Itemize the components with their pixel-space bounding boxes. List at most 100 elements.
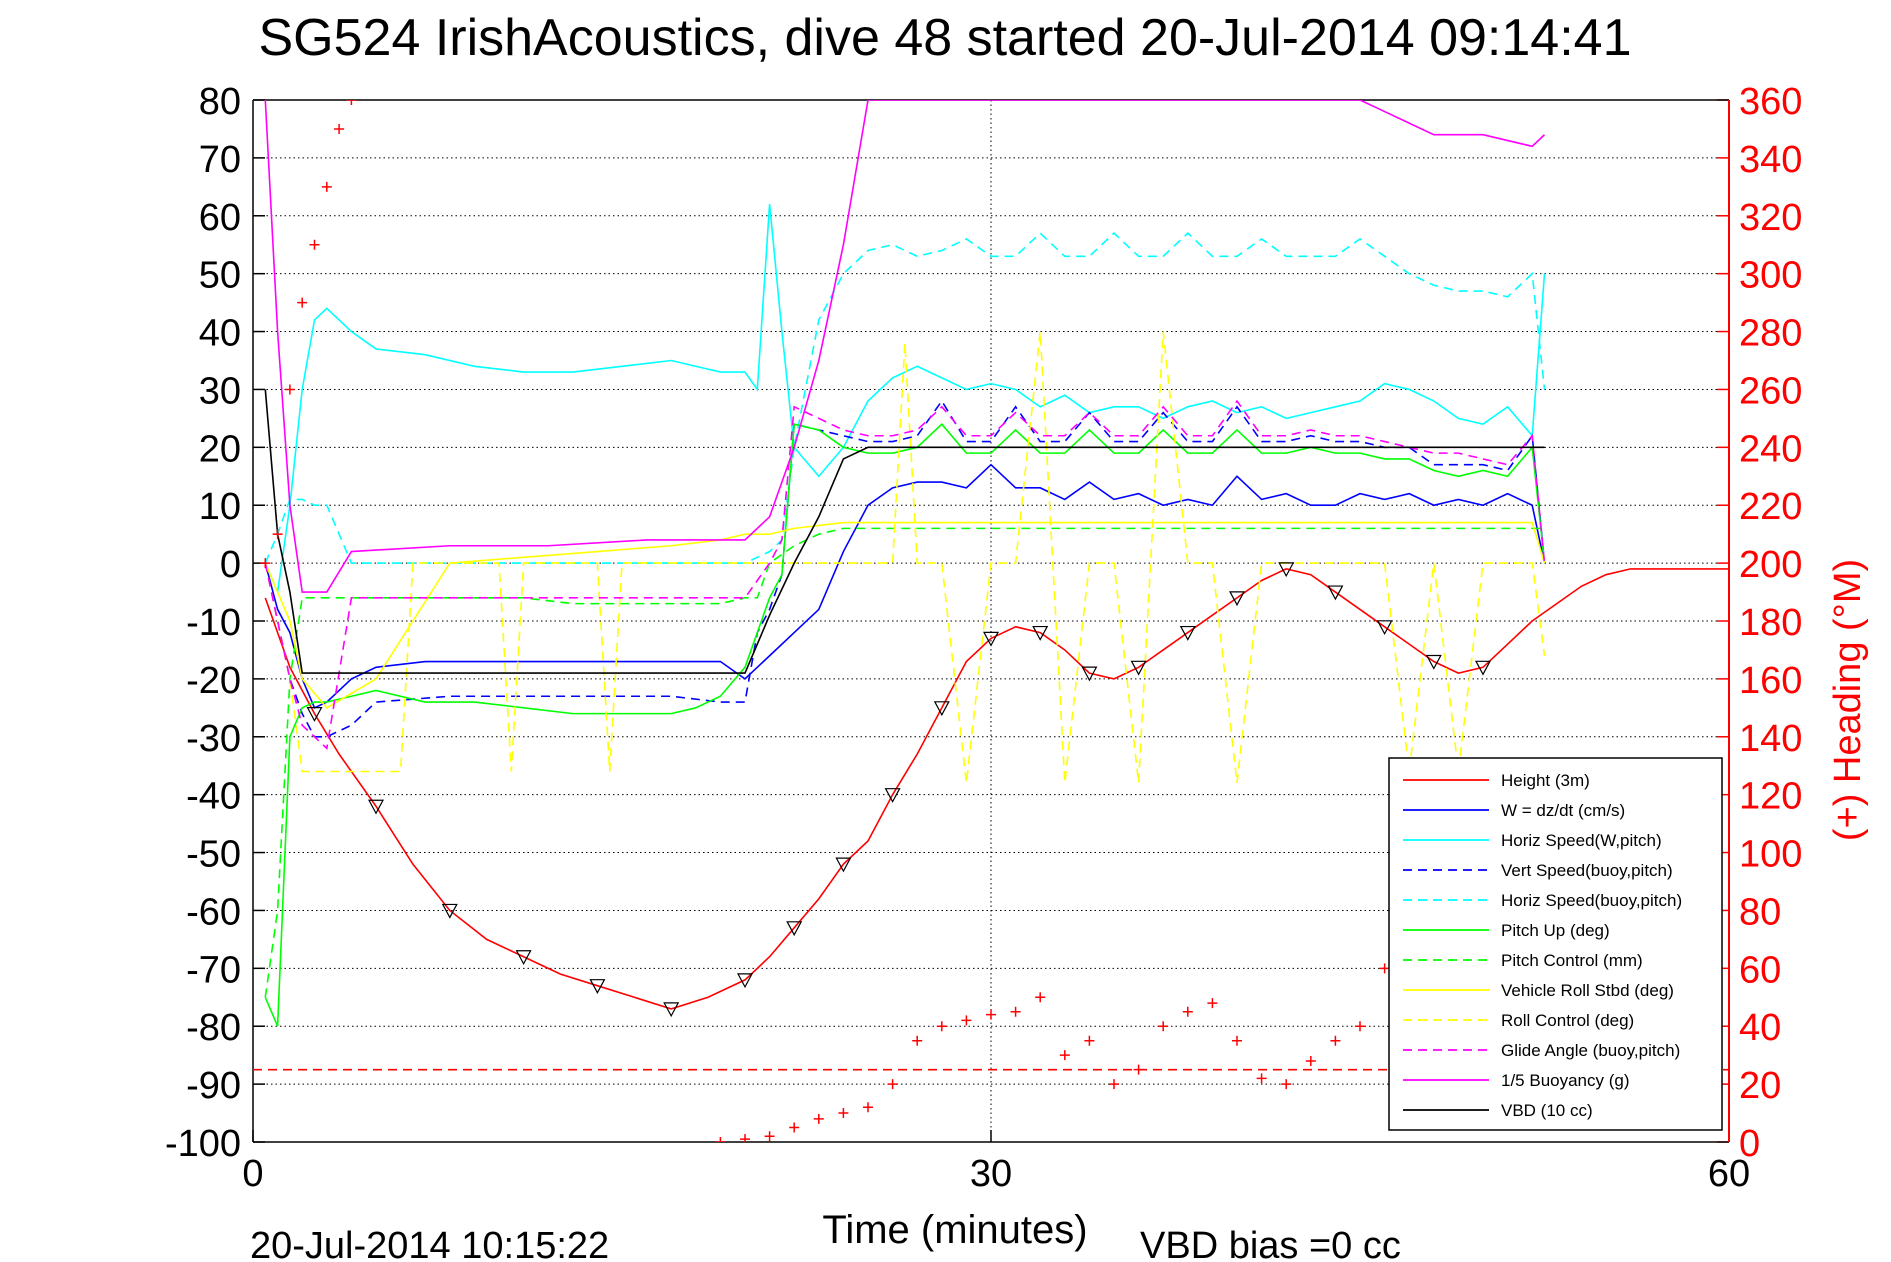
heading-point (715, 1137, 726, 1142)
legend-label: W = dz/dt (cm/s) (1501, 801, 1625, 820)
height-marker (1278, 562, 1295, 578)
footer-vbd-bias: VBD bias =0 cc (1140, 1225, 1401, 1262)
legend-label: Height (3m) (1501, 771, 1590, 790)
series-vehicle-roll-stbd-deg (264, 521, 1546, 709)
series-glide-angle-buoy-pitch (264, 399, 1546, 750)
y-tick-label: 30 (199, 370, 241, 412)
height-marker (663, 1002, 680, 1018)
heading-point (1355, 1021, 1365, 1032)
series-w-dz-dt-cm-s (264, 463, 1546, 709)
heading-point (1256, 1073, 1267, 1084)
heading-point (260, 558, 271, 569)
y2-tick-label: 360 (1739, 81, 1802, 123)
height-marker (982, 631, 1000, 647)
y-tick-label: -90 (186, 1065, 241, 1107)
heading-point (887, 1079, 898, 1090)
height-marker (933, 701, 950, 717)
legend: Height (3m) W = dz/dt (cm/s) Horiz Speed(W… (1388, 757, 1723, 1131)
y2-tick-label: 240 (1739, 428, 1802, 470)
height-marker (589, 979, 606, 994)
height-marker (1327, 585, 1344, 601)
height-marker (306, 707, 323, 722)
series-pitch-up-deg (264, 423, 1546, 1027)
y-tick-label: -50 (186, 834, 241, 876)
heading-point (936, 1021, 947, 1032)
height-marker (786, 921, 803, 937)
series-vert-speed-buoy-pitch (264, 399, 1546, 738)
y-tick-label: -20 (186, 660, 241, 702)
legend-label: Horiz Speed(W,pitch) (1501, 831, 1662, 850)
y-tick-label: -80 (186, 1007, 241, 1049)
heading-point (764, 1131, 775, 1142)
heading-point (1232, 1035, 1242, 1046)
y2-tick-label: 140 (1739, 718, 1802, 760)
heading-point (961, 1015, 972, 1026)
y2-tick-label: 160 (1739, 660, 1802, 702)
heading-point (1281, 1079, 1292, 1090)
heading-point (789, 1122, 800, 1133)
heading-point (284, 384, 295, 395)
y-tick-label: -30 (186, 718, 241, 760)
heading-point (1158, 1021, 1169, 1032)
heading-point (838, 1108, 849, 1119)
heading-point (1084, 1035, 1095, 1046)
heading-point (740, 1134, 750, 1142)
heading-point (321, 181, 332, 192)
y2-tick-label: 200 (1739, 544, 1802, 586)
plot-series (253, 100, 1729, 1142)
legend-label: Pitch Up (deg) (1501, 921, 1610, 940)
legend-box (1388, 757, 1723, 1131)
y2-tick-label: 280 (1739, 313, 1802, 355)
height-marker (441, 903, 458, 919)
heading-point (1330, 1035, 1341, 1046)
heading-point (912, 1035, 923, 1046)
height-marker (884, 788, 901, 803)
heading-point (1035, 992, 1046, 1003)
y2-tick-label: 120 (1739, 776, 1802, 818)
height-marker (835, 857, 852, 873)
y-tick-label: -40 (186, 776, 241, 818)
heading-point (813, 1113, 824, 1124)
height-marker (1474, 660, 1492, 676)
y-tick-label: -70 (186, 949, 241, 991)
height-marker (736, 973, 754, 989)
height-marker (1228, 591, 1246, 607)
series-horiz-speed-w-pitch (264, 204, 1546, 596)
heading-point (334, 123, 345, 134)
y-tick-label: -60 (186, 891, 241, 933)
heading-point (1182, 1006, 1193, 1017)
y-tick-label: -100 (165, 1123, 241, 1165)
y2-tick-label: 180 (1739, 602, 1802, 644)
heading-point (1207, 998, 1218, 1009)
y2-tick-label: 320 (1739, 197, 1802, 239)
series-pitch-control-mm (264, 527, 1545, 998)
heading-point (1010, 1006, 1021, 1017)
y-tick-label: 60 (199, 197, 241, 239)
heading-point (863, 1102, 873, 1113)
series-horiz-speed-buoy-pitch (264, 232, 1546, 564)
x-tick-label: 60 (1708, 1153, 1750, 1195)
y2-tick-label: 40 (1739, 1007, 1781, 1049)
y-tick-label: 0 (220, 544, 241, 586)
y-tick-label: 20 (199, 428, 241, 470)
x-tick-label: 30 (970, 1153, 1012, 1195)
heading-point (309, 239, 320, 250)
y-tick-label: 40 (199, 313, 241, 355)
heading-point (1059, 1050, 1070, 1061)
height-marker (1425, 654, 1442, 670)
heading-point (346, 100, 357, 105)
heading-point (1305, 1055, 1316, 1066)
y2-tick-label: 0 (1739, 1123, 1760, 1165)
height-marker (1376, 620, 1393, 636)
heading-point (986, 1009, 996, 1020)
height-marker (1081, 666, 1098, 682)
y-tick-label: 70 (199, 139, 241, 181)
legend-label: 1/5 Buoyancy (g) (1501, 1071, 1630, 1090)
y2-tick-label: 20 (1739, 1065, 1781, 1107)
heading-point (1379, 963, 1390, 974)
legend-label: Vert Speed(buoy,pitch) (1501, 861, 1673, 880)
legend-label: Pitch Control (mm) (1501, 951, 1643, 970)
height-marker (1179, 625, 1196, 641)
chart-title: SG524 IrishAcoustics, dive 48 started 20… (258, 9, 1631, 67)
